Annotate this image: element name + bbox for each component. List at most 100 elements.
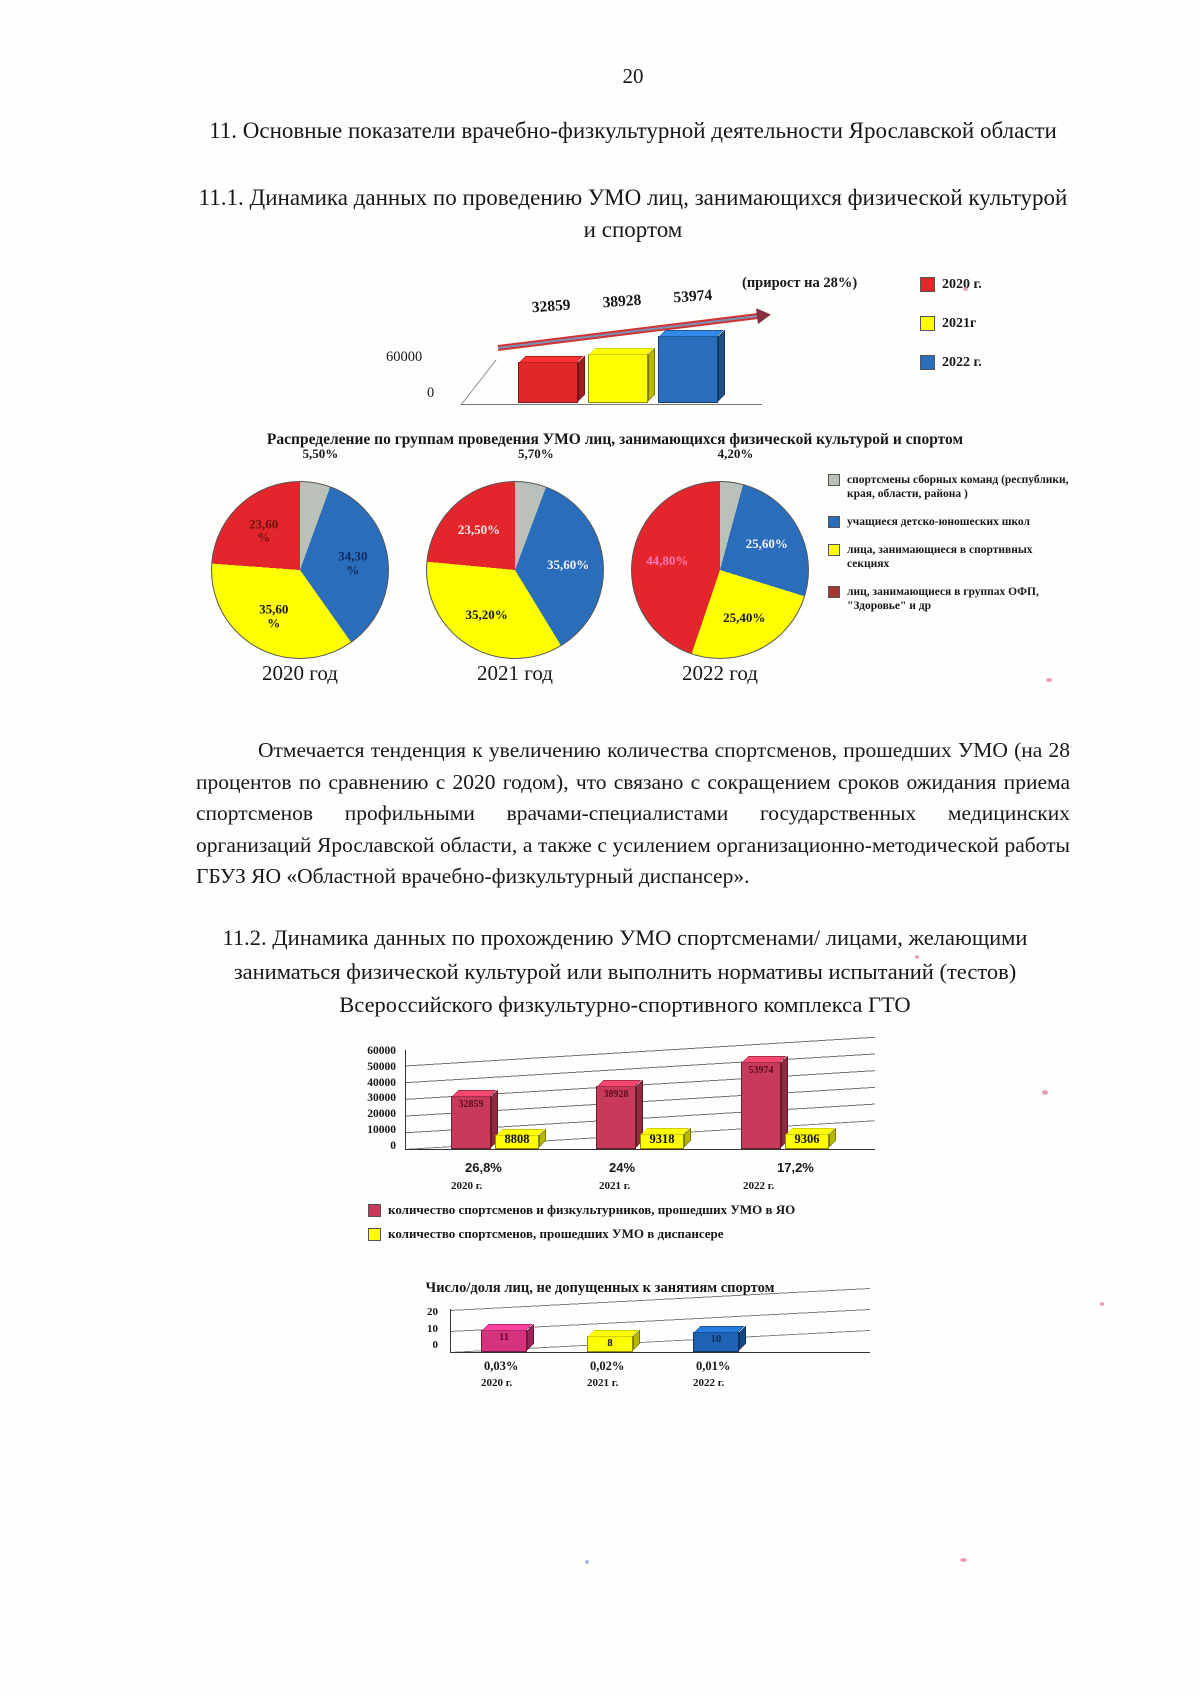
legend-item: 2021г xyxy=(920,316,982,332)
legend-swatch xyxy=(828,544,840,557)
axis-label: 38928 xyxy=(602,291,642,312)
pie-slice-label: 35,20% xyxy=(465,607,508,623)
pie-slice-label: 23,50% xyxy=(457,522,501,538)
legend-label: спортсмены сборных команд (республики, к… xyxy=(847,473,1069,500)
percent-labels: 26,8% 24% 17,2% xyxy=(405,1160,875,1176)
bar-2: 10 xyxy=(693,1332,739,1353)
pie-2021: 5,70% 35,60% 35,20% 23,50% xyxy=(426,447,604,659)
bars: 32859 8808 38928 9318 53974 9306 xyxy=(405,1050,875,1151)
y-axis: 60000 50000 40000 30000 20000 10000 0 xyxy=(350,1046,396,1152)
axis-label: 2022 г. xyxy=(743,1180,775,1193)
legend-label: учащиеся детско-юношеских школ xyxy=(847,516,1030,528)
pie-disk xyxy=(211,480,389,659)
bar-value: 11 xyxy=(499,1332,509,1344)
bar-value-row: 32859 38928 53974 xyxy=(521,286,724,318)
legend-swatch xyxy=(368,1228,381,1242)
pie-section-title: Распределение по группам проведения УМО … xyxy=(266,430,964,448)
axis-tick: 10000 xyxy=(367,1123,396,1136)
legend-swatch xyxy=(920,277,935,293)
axis-label: 24% xyxy=(609,1160,636,1176)
pie-caption-2021: 2021 год xyxy=(477,660,553,685)
axis-label: 2020 г. xyxy=(451,1180,483,1193)
legend-label: лица, занимающиеся в спортивных секциях xyxy=(847,544,1033,571)
bar-1-series-0: 38928 xyxy=(596,1086,636,1150)
bar-value: 10 xyxy=(710,1334,722,1346)
chart-umo-dynamics: 32859 38928 53974 (прирост на 28%) 60000 0… xyxy=(0,269,1200,421)
pie-2020: 5,50% 34,30 % 35,60 % 23,60 % xyxy=(211,447,389,659)
legend-swatch xyxy=(828,473,840,486)
bar-2-series-1: 9306 xyxy=(785,1132,829,1150)
pie-caption-2022: 2022 год xyxy=(682,660,758,685)
bar-2-series-0: 53974 xyxy=(741,1062,781,1150)
chart-umo-gto: 60000 50000 40000 30000 20000 10000 0 32859 880… xyxy=(0,1021,1200,1254)
bar-1: 8 xyxy=(587,1336,633,1353)
bar-value: 38928 xyxy=(603,1089,629,1101)
pie-slice-label: 23,60 % xyxy=(249,516,279,545)
axis-label: 0,03% xyxy=(484,1359,519,1374)
legend-label: количество спортсменов, прошедших УМО в … xyxy=(388,1226,724,1242)
scan-artifact xyxy=(585,1560,589,1564)
axis-tick: 30000 xyxy=(367,1092,396,1105)
legend-item: количество спортсменов, прошедших УМО в … xyxy=(368,1226,795,1242)
axis-label: 17,2% xyxy=(777,1160,814,1176)
legend-swatch xyxy=(828,586,840,599)
axis-tick: 0 xyxy=(390,1139,396,1152)
pie-legend: спортсмены сборных команд (республики, к… xyxy=(828,473,1076,613)
chart-legend: 2020 г. 2021г 2022 г. xyxy=(920,277,982,371)
growth-annotation: (прирост на 28%) xyxy=(742,274,858,291)
axis-tick: 50000 xyxy=(367,1060,396,1073)
axis-label: 32859 xyxy=(531,296,572,317)
axis-label: 53974 xyxy=(672,286,713,307)
bar-0: 11 xyxy=(481,1330,527,1353)
y-axis-tick-max: 60000 xyxy=(386,348,423,365)
axis-tick: 20 xyxy=(427,1306,438,1319)
pie-slice-label: 4,20% xyxy=(717,445,754,461)
bar-group-1: 38928 9318 xyxy=(596,1086,684,1150)
pie-2022: 4,20% 25,60% 25,40% 44,80% xyxy=(631,447,809,659)
axis-tick: 60000 xyxy=(367,1045,396,1058)
axis-label: 26,8% xyxy=(465,1160,502,1176)
legend-item: количество спортсменов и физкультурников… xyxy=(368,1202,795,1218)
axis-label: 2021 г. xyxy=(587,1377,619,1390)
axis-label: 2022 г. xyxy=(693,1377,725,1390)
category-labels: 2020 г. 2021 г. 2022 г. xyxy=(450,1377,870,1391)
heading-section-11: 11. Основные показатели врачебно-физкуль… xyxy=(209,118,1057,143)
pie-slice-label: 25,40% xyxy=(723,609,766,625)
legend-item: учащиеся детско-юношеских школ xyxy=(828,515,1076,529)
bar-2 xyxy=(658,335,718,403)
chart-legend: количество спортсменов и физкультурников… xyxy=(368,1202,795,1242)
legend-label: 2022 г. xyxy=(942,354,982,370)
percent-labels: 0,03% 0,02% 0,01% xyxy=(450,1359,870,1374)
y-axis: 20 10 0 xyxy=(414,1307,438,1351)
scan-artifact xyxy=(1100,1302,1104,1306)
bar-0-series-1: 8808 xyxy=(495,1132,539,1150)
legend-swatch xyxy=(828,516,840,528)
chart-title-not-admitted: Число/доля лиц, не допущенных к занятиям… xyxy=(425,1280,775,1297)
bar-1 xyxy=(588,353,648,403)
scan-artifact xyxy=(960,1558,967,1562)
pie-slice-label: 5,50% xyxy=(302,446,339,462)
pie-slice-label: 5,70% xyxy=(518,446,554,462)
bar-value: 8 xyxy=(607,1338,613,1350)
bar-value: 53974 xyxy=(748,1065,774,1077)
pie-slice-label: 44,80% xyxy=(646,553,689,569)
heading-section-11-1: 11.1. Динамика данных по проведению УМО … xyxy=(198,184,1068,243)
bars xyxy=(518,335,718,403)
pie-disk xyxy=(631,480,809,659)
axis-label: 0,01% xyxy=(696,1359,731,1374)
axis-tick: 0 xyxy=(432,1339,439,1352)
bar-value: 9318 xyxy=(649,1132,675,1147)
axis-tick: 40000 xyxy=(367,1076,396,1089)
axis-label: 0,02% xyxy=(590,1359,625,1374)
scan-artifact xyxy=(1046,678,1052,682)
body-paragraph: Отмечается тенденция к увеличению количе… xyxy=(196,737,1070,889)
legend-item: лиц, занимающиеся в группах ОФП, "Здоров… xyxy=(828,585,1076,613)
bar-0-series-0: 32859 xyxy=(451,1096,491,1150)
legend-label: 2020 г. xyxy=(942,276,982,292)
bar-1-series-1: 9318 xyxy=(640,1132,684,1150)
legend-item: 2022 г. xyxy=(920,355,982,371)
legend-swatch xyxy=(368,1204,381,1218)
pie-charts: 5,50% 34,30 % 35,60 % 23,60 % 5,70% 35,60% 35… xyxy=(0,447,1200,693)
pie-slice-label: 34,30 % xyxy=(338,548,368,577)
